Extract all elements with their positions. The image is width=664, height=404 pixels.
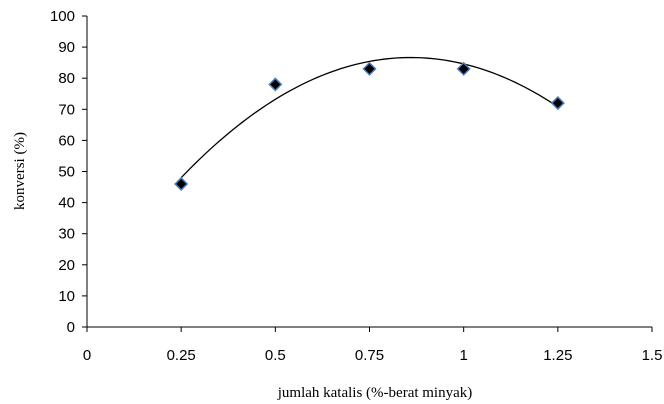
y-tick-label: 0 — [67, 319, 75, 336]
x-tick-label: 1.5 — [642, 347, 663, 364]
data-points — [174, 61, 565, 192]
y-tick-label: 30 — [58, 226, 75, 243]
y-tick-label: 50 — [58, 164, 75, 181]
y-tick-label: 100 — [50, 8, 75, 25]
x-tick-label: 0.5 — [265, 347, 286, 364]
x-tick-label: 0.25 — [167, 347, 196, 364]
data-point — [362, 61, 377, 76]
x-axis-title: jumlah katalis (%-berat minyak) — [277, 385, 473, 401]
y-axis-title: konversi (%) — [12, 132, 28, 210]
y-axis-ticks: 0 10 20 30 40 50 60 70 80 90 100 — [50, 8, 87, 336]
data-point — [456, 61, 471, 76]
trendline — [180, 56, 559, 179]
x-tick-label: 1.25 — [543, 347, 572, 364]
data-point — [268, 77, 283, 92]
data-point — [550, 96, 565, 111]
x-tick-label: 1 — [459, 347, 467, 364]
data-point — [174, 176, 189, 192]
x-axis-ticks: 0 0.25 0.5 0.75 1 1.25 1.5 — [83, 327, 663, 364]
y-tick-label: 20 — [58, 257, 75, 274]
x-tick-label: 0 — [83, 347, 91, 364]
x-tick-label: 0.75 — [355, 347, 384, 364]
y-tick-label: 80 — [58, 70, 75, 87]
y-tick-label: 40 — [58, 195, 75, 212]
y-tick-label: 90 — [58, 39, 75, 56]
y-tick-label: 60 — [58, 132, 75, 149]
y-tick-label: 10 — [58, 288, 75, 305]
y-tick-label: 70 — [58, 101, 75, 118]
